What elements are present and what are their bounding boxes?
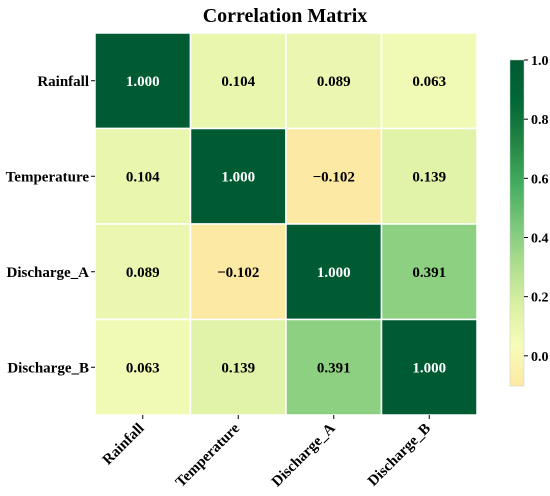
colorbar-tick-label: 1.0 — [531, 54, 549, 69]
heatmap-cell — [380, 318, 478, 416]
cell-value-label: −0.102 — [217, 265, 259, 281]
row-tick-label: Discharge_B — [7, 360, 89, 376]
heatmap-cell — [380, 127, 478, 225]
heatmap-cell — [380, 223, 478, 321]
cell-value-label: 0.089 — [126, 265, 160, 281]
cell-value-label: 0.063 — [412, 74, 446, 90]
chart-title: Correlation Matrix — [203, 5, 368, 27]
row-tick-label: Temperature — [6, 169, 90, 185]
cell-value-label: 1.000 — [412, 360, 446, 376]
colorbar-tick-label: 0.2 — [531, 291, 549, 306]
row-tick-label: Discharge_A — [7, 265, 90, 281]
cell-value-label: 0.089 — [317, 74, 351, 90]
heatmap-cell — [189, 32, 287, 130]
heatmap-cell — [94, 32, 192, 130]
column-tick-label: Discharge_A — [269, 420, 339, 490]
cell-value-label: 0.104 — [221, 74, 255, 90]
colorbar-tick-label: 0.6 — [531, 172, 549, 187]
cell-value-label: 1.000 — [221, 169, 255, 185]
cell-value-label: 0.391 — [412, 265, 446, 281]
colorbar: 0.0 0.2 0.4 0.6 0.8 1.0 — [509, 54, 549, 387]
cell-value-label: 0.104 — [126, 169, 160, 185]
cell-value-label: 1.000 — [126, 74, 160, 90]
heatmap-cell — [189, 127, 287, 225]
colorbar-gradient — [510, 60, 524, 386]
row-tick-labels: Rainfall Temperature Discharge_A Discharge_… — [6, 74, 95, 376]
row-tick-label: Rainfall — [37, 74, 89, 90]
heatmap-cell — [285, 32, 383, 130]
heatmap-cell — [189, 223, 287, 321]
heatmap-cell — [380, 32, 478, 130]
heatmap-cell — [189, 318, 287, 416]
cell-value-label: 1.000 — [317, 265, 351, 281]
column-tick-label: Temperature — [173, 420, 243, 490]
cell-value-label: 0.391 — [317, 360, 351, 376]
column-tick-labels: Rainfall Temperature Discharge_A Discharge_… — [100, 415, 434, 491]
colorbar-tick-label: 0.4 — [531, 231, 549, 246]
column-tick-label: Rainfall — [100, 421, 148, 469]
cell-value-label: 0.063 — [126, 360, 160, 376]
heatmap-cells: 1.000 0.104 0.089 0.063 0.104 1.000 −0.102 0.13… — [94, 32, 478, 416]
colorbar-tick-label: 0.0 — [531, 350, 549, 365]
cell-value-label: −0.102 — [313, 169, 355, 185]
colorbar-tick-label: 0.8 — [531, 113, 549, 128]
cell-value-label: 0.139 — [412, 169, 446, 185]
colorbar-frame — [509, 59, 525, 387]
column-tick-label: Discharge_B — [365, 421, 434, 490]
cell-value-label: 0.139 — [221, 360, 255, 376]
